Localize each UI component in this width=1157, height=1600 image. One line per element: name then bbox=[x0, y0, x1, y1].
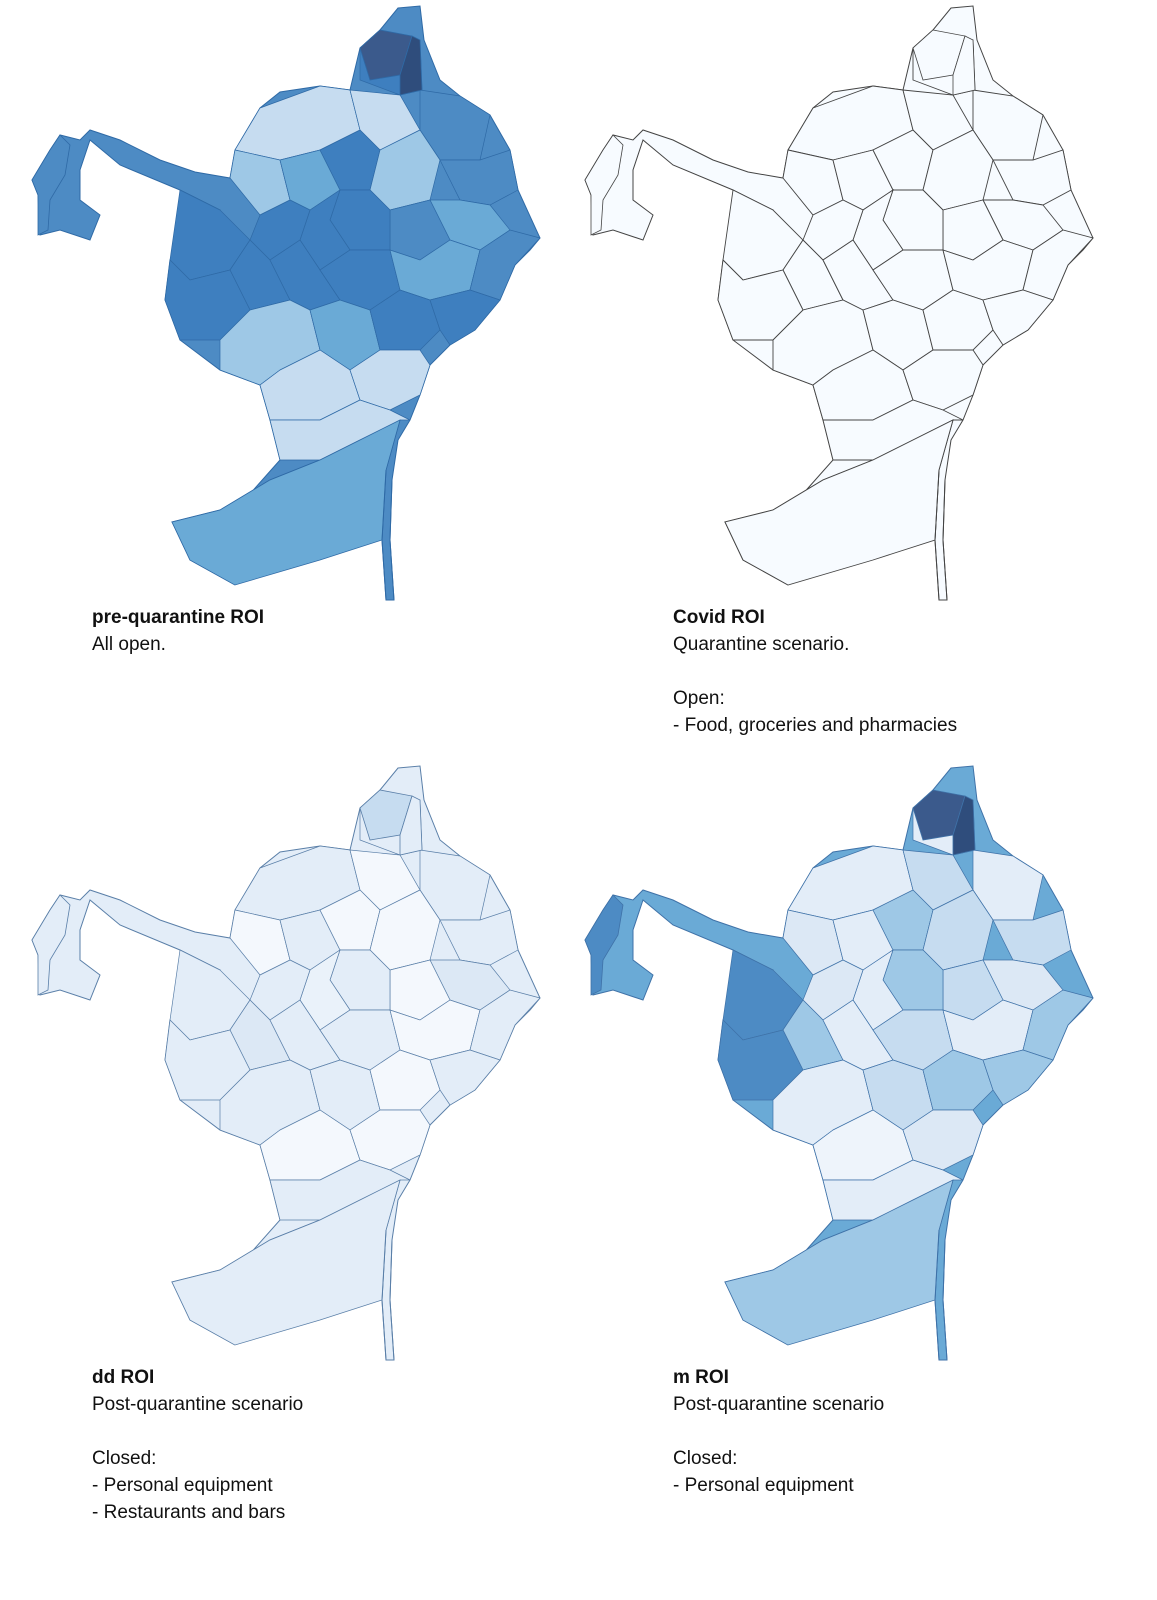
map-regions bbox=[584, 5, 1094, 601]
map-regions bbox=[31, 765, 541, 1361]
category-item: - Restaurants and bars bbox=[92, 1502, 286, 1523]
section-label: Closed: bbox=[92, 1448, 157, 1469]
harbour-breakwater bbox=[381, 1229, 395, 1361]
district-region bbox=[724, 419, 954, 586]
map-caption: m ROI Post-quarantine scenario Closed: -… bbox=[673, 1364, 884, 1499]
map-description: Quarantine scenario. bbox=[673, 634, 850, 655]
district-region bbox=[429, 1049, 501, 1106]
choropleth-map bbox=[584, 5, 1094, 601]
choropleth-map bbox=[31, 765, 541, 1361]
map-description: Post-quarantine scenario bbox=[92, 1394, 304, 1415]
category-item: - Food, groceries and pharmacies bbox=[673, 715, 958, 736]
choropleth-map bbox=[31, 5, 541, 601]
harbour-breakwater bbox=[381, 469, 395, 601]
map-panel-dd: dd ROI Post-quarantine scenario Closed: … bbox=[20, 760, 580, 1540]
district-region bbox=[584, 134, 624, 236]
district-region-highlight bbox=[399, 795, 423, 856]
map-title: Covid ROI bbox=[673, 607, 765, 628]
district-region bbox=[982, 1049, 1054, 1106]
district-region bbox=[724, 1179, 954, 1346]
harbour-breakwater bbox=[934, 469, 948, 601]
district-region bbox=[31, 134, 71, 236]
category-item: - Personal equipment bbox=[673, 1475, 854, 1496]
district-region bbox=[584, 894, 624, 996]
map-panel-pre-quarantine: pre-quarantine ROI All open. bbox=[20, 0, 580, 780]
district-region bbox=[31, 894, 71, 996]
section-label: Open: bbox=[673, 688, 725, 709]
choropleth-map bbox=[584, 765, 1094, 1361]
district-region bbox=[171, 1179, 401, 1346]
map-title: dd ROI bbox=[92, 1367, 155, 1388]
map-title: m ROI bbox=[673, 1367, 729, 1388]
map-panel-m: m ROI Post-quarantine scenario Closed: -… bbox=[573, 760, 1133, 1540]
harbour-breakwater bbox=[934, 1229, 948, 1361]
map-regions bbox=[31, 5, 541, 601]
map-caption: Covid ROI Quarantine scenario. Open: - F… bbox=[673, 604, 957, 739]
district-region bbox=[982, 289, 1054, 346]
district-region-highlight bbox=[399, 35, 423, 96]
section-label: Closed: bbox=[673, 1448, 738, 1469]
map-description: Post-quarantine scenario bbox=[673, 1394, 885, 1415]
category-item: - Personal equipment bbox=[92, 1475, 273, 1496]
district-region bbox=[171, 419, 401, 586]
district-region bbox=[429, 289, 501, 346]
map-panel-covid: Covid ROI Quarantine scenario. Open: - F… bbox=[573, 0, 1133, 780]
district-region-highlight bbox=[952, 35, 976, 96]
map-regions bbox=[584, 765, 1094, 1361]
district-region-highlight bbox=[952, 795, 976, 856]
map-caption: pre-quarantine ROI All open. bbox=[92, 604, 264, 658]
map-description: All open. bbox=[92, 634, 166, 655]
map-title: pre-quarantine ROI bbox=[92, 607, 265, 628]
map-caption: dd ROI Post-quarantine scenario Closed: … bbox=[92, 1364, 303, 1526]
